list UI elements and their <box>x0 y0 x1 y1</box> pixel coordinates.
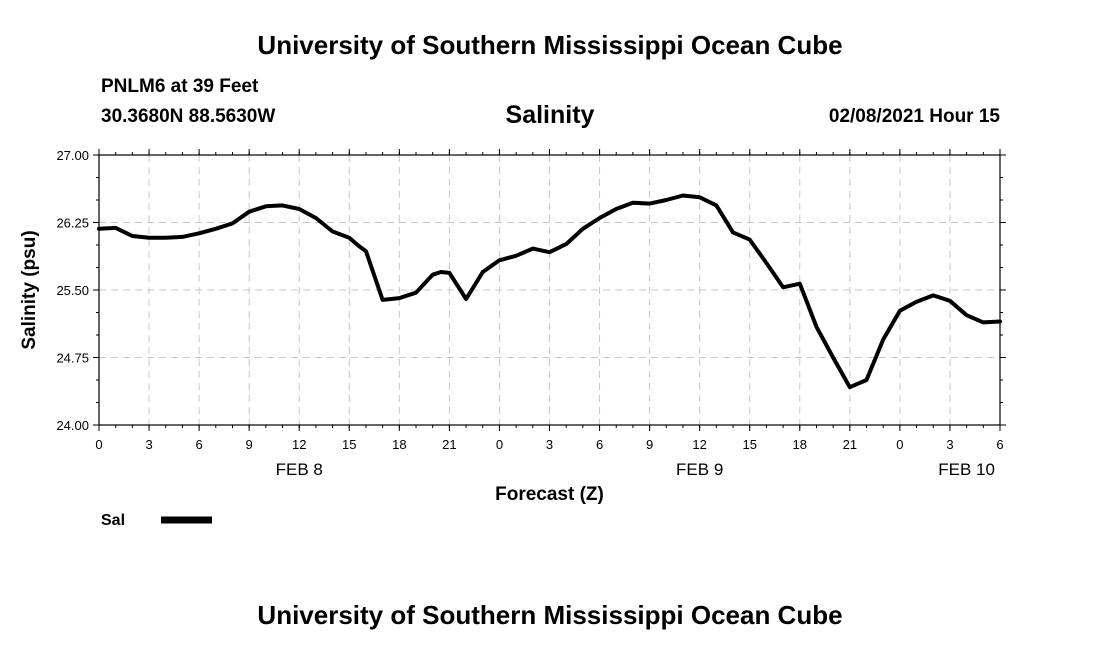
y-tick-label: 24.75 <box>56 351 89 366</box>
x-tick-label: 18 <box>793 437 807 452</box>
x-tick-label: 6 <box>596 437 603 452</box>
plot-frame <box>98 154 1001 426</box>
station-name: PNLM6 at 39 Feet <box>101 76 259 97</box>
y-tick-label: 27.00 <box>56 148 89 163</box>
x-date-label: FEB 10 <box>938 460 995 479</box>
x-tick-label: 3 <box>145 437 152 452</box>
x-date-label: FEB 8 <box>276 460 323 479</box>
x-tick-label: 12 <box>292 437 306 452</box>
x-axis-label: Forecast (Z) <box>495 484 604 505</box>
x-tick-label: 0 <box>896 437 903 452</box>
y-tick-label: 26.25 <box>56 216 89 231</box>
x-date-label: FEB 9 <box>676 460 723 479</box>
x-tick-label: 6 <box>195 437 202 452</box>
series-line-sal <box>97 193 1002 390</box>
x-tick-label: 15 <box>342 437 356 452</box>
x-tick-label: 0 <box>95 437 102 452</box>
chart-title-top: University of Southern Mississippi Ocean… <box>257 30 843 60</box>
x-tick-label: 9 <box>646 437 653 452</box>
forecast-timestamp: 02/08/2021 Hour 15 <box>828 106 1000 127</box>
axis-labels: 24.00 24.75 25.50 26.25 27.00 0 3 6 9 12 15 18 21 0 3 6… <box>56 148 1003 479</box>
x-tick-label: 3 <box>546 437 553 452</box>
x-tick-label: 0 <box>496 437 503 452</box>
x-tick-label: 3 <box>946 437 953 452</box>
grid-lines <box>99 155 1000 425</box>
x-tick-label: 6 <box>996 437 1003 452</box>
y-axis-label: Salinity (psu) <box>19 230 40 349</box>
x-tick-label: 18 <box>392 437 406 452</box>
y-tick-label: 24.00 <box>56 418 89 433</box>
x-tick-label: 21 <box>442 437 456 452</box>
chart-title-bottom: University of Southern Mississippi Ocean… <box>257 600 843 630</box>
y-tick-label: 25.50 <box>56 283 89 298</box>
legend-label-sal: Sal <box>101 512 125 529</box>
x-tick-label: 21 <box>843 437 857 452</box>
station-coordinates: 30.3680N 88.5630W <box>101 106 276 127</box>
x-tick-label: 15 <box>742 437 756 452</box>
x-tick-label: 9 <box>246 437 253 452</box>
x-tick-label: 12 <box>692 437 706 452</box>
parameter-title: Salinity <box>505 101 595 129</box>
